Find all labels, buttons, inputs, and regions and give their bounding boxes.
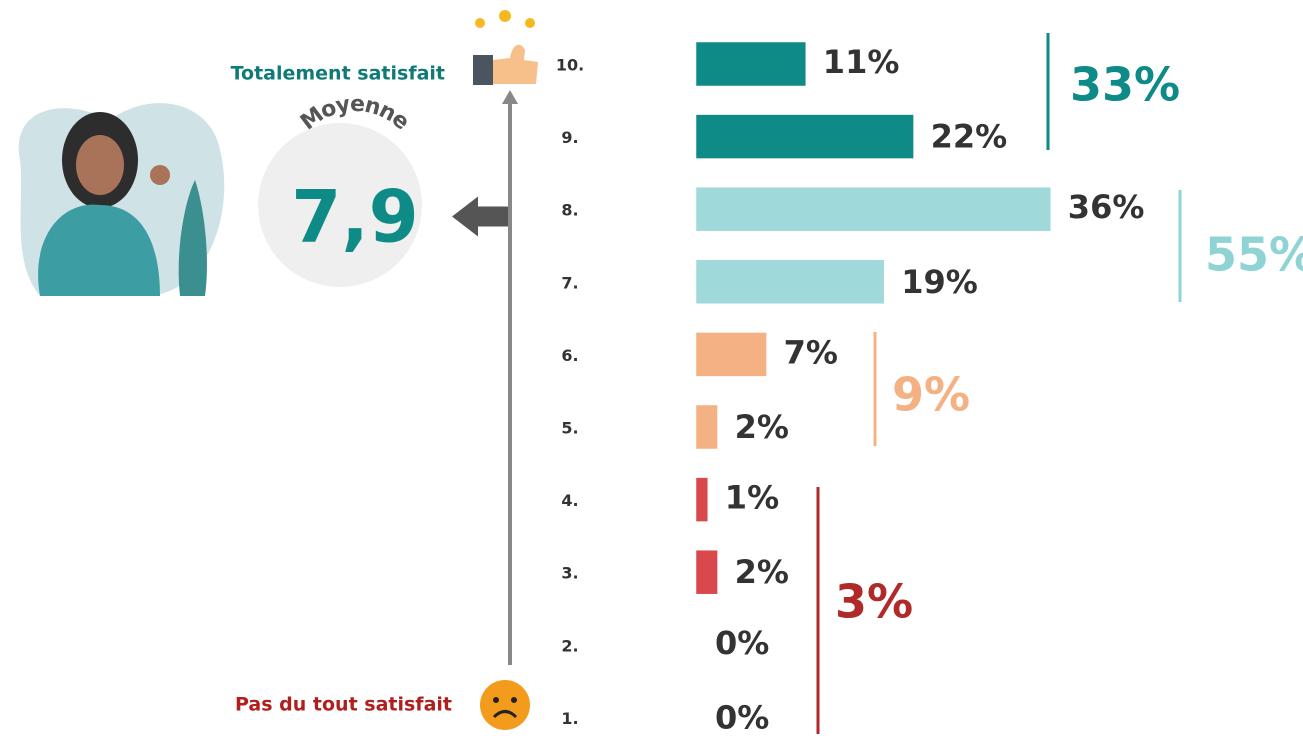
average-value: 7,9 <box>291 175 419 259</box>
bar <box>697 479 707 521</box>
chart: Moyenne 7,9 Totalement satisfait Pas du … <box>0 0 1303 734</box>
category-label: 6. <box>561 346 578 365</box>
bar <box>697 43 805 85</box>
category-label: 1. <box>561 709 578 728</box>
bar <box>697 333 766 375</box>
thumbs-up-icon <box>473 10 538 85</box>
category-label: 4. <box>561 491 578 510</box>
category-label: 7. <box>561 273 578 292</box>
top-label: Totalement satisfait <box>231 63 445 85</box>
category-label: 10. <box>556 56 584 75</box>
value-label: 36% <box>1068 188 1145 226</box>
value-label: 2% <box>735 553 789 591</box>
average-arrow <box>452 196 508 236</box>
value-label: 7% <box>784 333 838 371</box>
group-label: 33% <box>1070 58 1180 112</box>
value-label: 19% <box>901 263 978 301</box>
value-label: 1% <box>725 479 779 517</box>
axis-arrowhead <box>502 90 518 104</box>
value-label: 2% <box>735 408 789 446</box>
category-label: 8. <box>561 201 578 220</box>
value-label: 22% <box>931 118 1008 156</box>
bar <box>697 406 717 448</box>
group-label: 55% <box>1205 228 1303 282</box>
bottom-label: Pas du tout satisfait <box>235 694 452 716</box>
group-label: 9% <box>892 368 970 422</box>
illustration <box>19 103 225 296</box>
sad-face-icon <box>480 680 530 730</box>
category-label: 5. <box>561 419 578 438</box>
category-label: 9. <box>561 128 578 147</box>
value-label: 0% <box>715 698 769 734</box>
group-label: 3% <box>835 575 913 629</box>
value-label: 0% <box>715 624 769 662</box>
bar <box>697 116 913 158</box>
bar <box>697 188 1050 230</box>
bar <box>697 551 717 593</box>
category-label: 3. <box>561 564 578 583</box>
value-label: 11% <box>823 43 900 81</box>
category-label: 2. <box>561 636 578 655</box>
bar <box>697 261 883 303</box>
